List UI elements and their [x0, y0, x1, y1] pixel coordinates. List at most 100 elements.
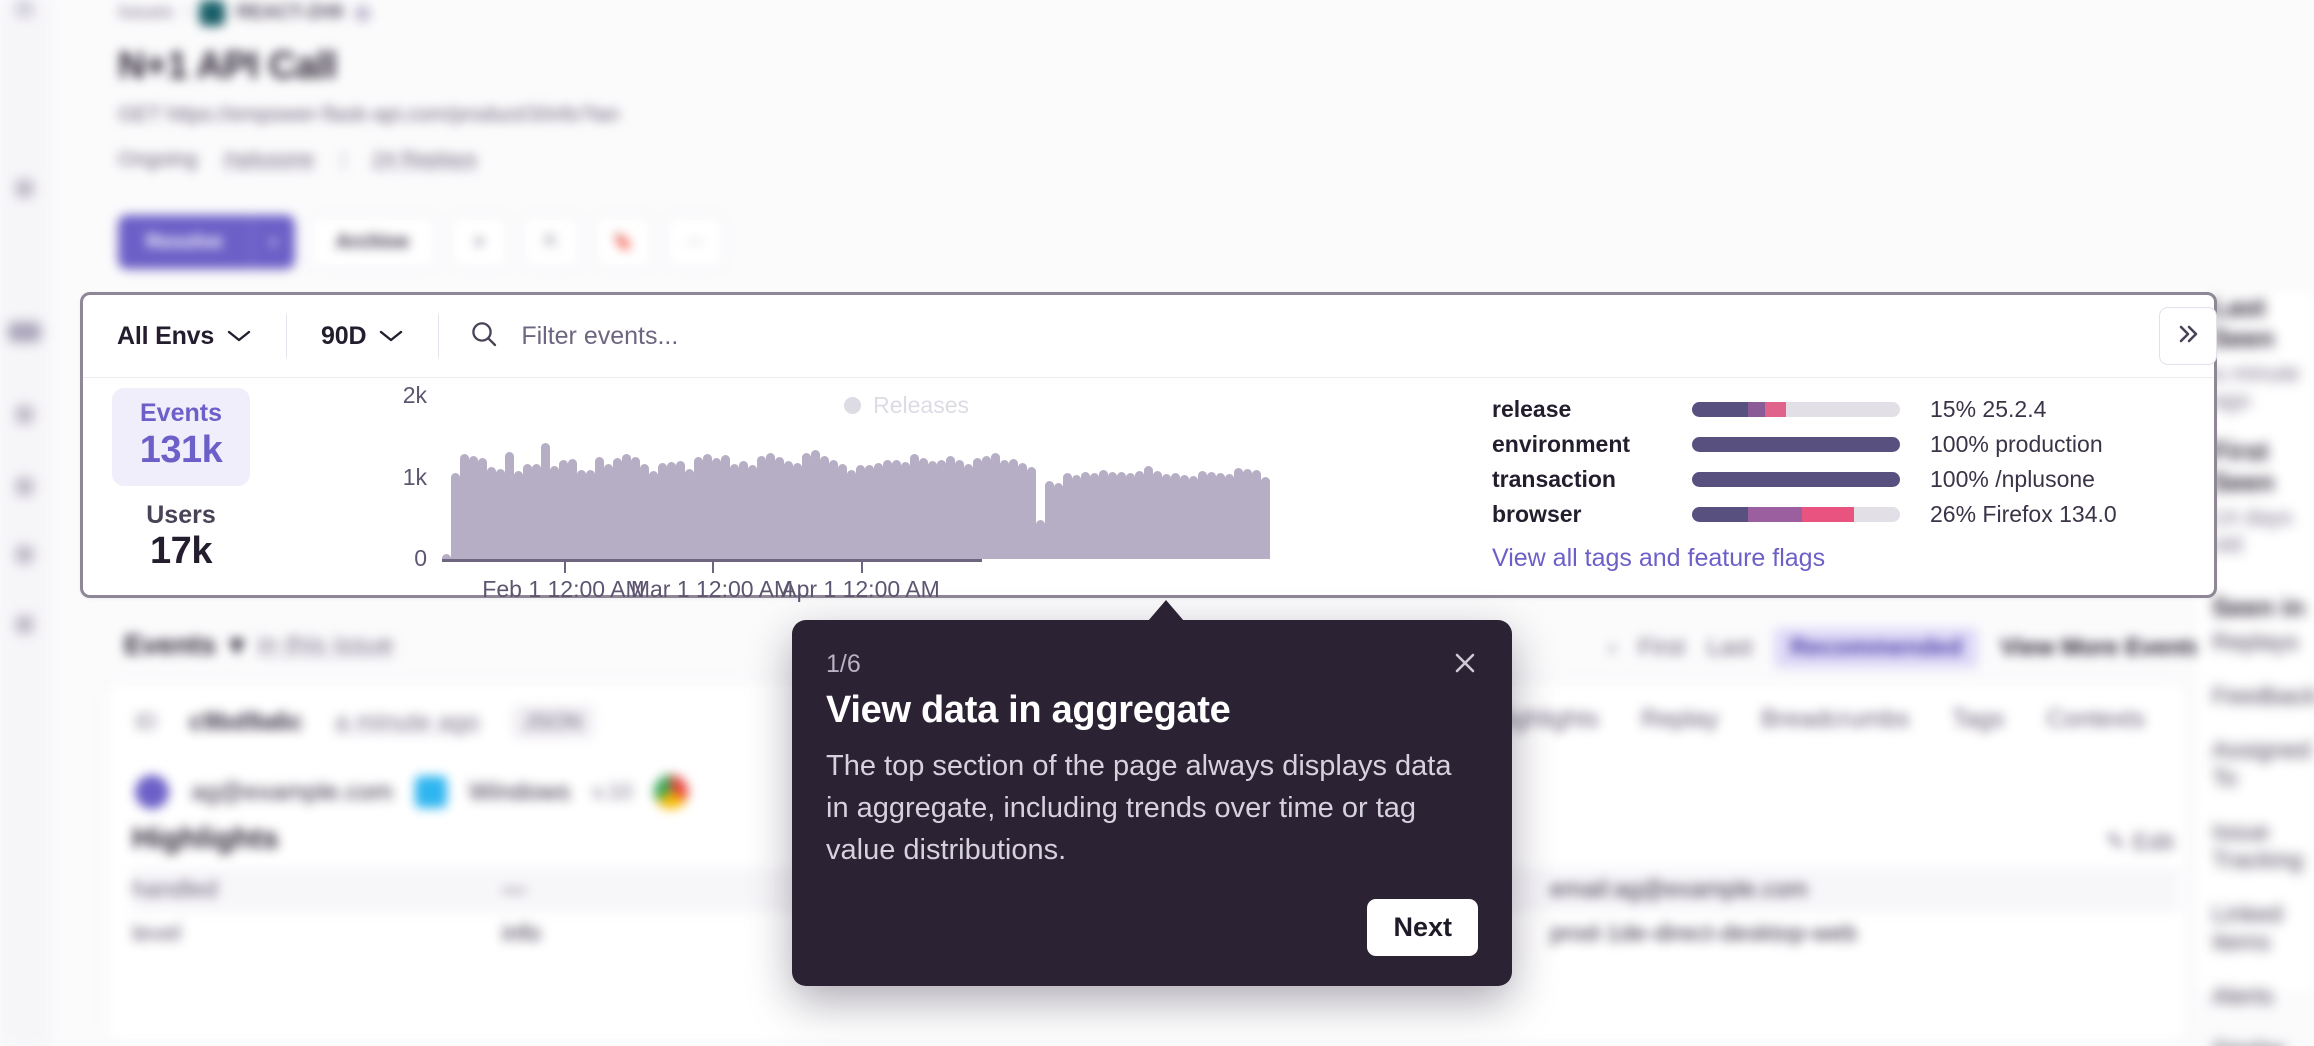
chart-bar-slot[interactable]	[613, 396, 622, 559]
rail-icon-2[interactable]	[16, 180, 33, 197]
chevron-down-icon[interactable]: ▾	[229, 629, 244, 660]
nav-last-button[interactable]: Last	[1706, 634, 1753, 661]
chart-bar-slot[interactable]	[865, 396, 874, 559]
chart-bar-slot[interactable]	[874, 396, 883, 559]
event-tab[interactable]: Breadcrumbs	[1760, 705, 1910, 733]
chart-bar-slot[interactable]	[487, 396, 496, 559]
chart-bar-slot[interactable]	[523, 396, 532, 559]
nav-first-button[interactable]: First	[1638, 634, 1685, 661]
chart-bar-slot[interactable]	[757, 396, 766, 559]
chart-bar-slot[interactable]	[973, 396, 982, 559]
chart-bar-slot[interactable]	[964, 396, 973, 559]
close-icon[interactable]	[1448, 646, 1482, 680]
chart-bar-slot[interactable]	[1189, 396, 1198, 559]
chart-bar-slot[interactable]	[1126, 396, 1135, 559]
chart-bar-slot[interactable]	[514, 396, 523, 559]
tag-distribution-bar[interactable]	[1692, 402, 1900, 417]
chart-bar-slot[interactable]	[685, 396, 694, 559]
chevron-down-icon[interactable]: ▾	[269, 233, 277, 250]
tag-distribution-bar[interactable]	[1692, 437, 1900, 452]
archive-dropdown-button[interactable]: ▾	[450, 215, 509, 269]
tag-row[interactable]: browser 26% Firefox 134.0	[1492, 497, 2214, 532]
archive-button[interactable]: Archive	[308, 215, 437, 269]
chart-bar-slot[interactable]	[631, 396, 640, 559]
chart-bar-slot[interactable]	[1180, 396, 1189, 559]
sidebar-item-feedback[interactable]: Feedback	[2212, 683, 2314, 710]
chart-bar-slot[interactable]	[775, 396, 784, 559]
chart-bar-slot[interactable]	[730, 396, 739, 559]
highlights-edit-button[interactable]: ✎ Edit	[2106, 828, 2174, 857]
event-id[interactable]: c9bd9a6c	[189, 707, 303, 736]
issue-source-link[interactable]: /nplusone	[223, 148, 315, 171]
time-period-selector[interactable]: 90D	[287, 295, 438, 378]
event-json-badge[interactable]: JSON	[511, 705, 595, 739]
sidebar-item-replays[interactable]: Replays	[2212, 629, 2299, 656]
bookmark-button[interactable]: 🔖	[594, 215, 653, 269]
sidebar-item-linked-items[interactable]: Linked Items	[2212, 901, 2283, 956]
chart-bar-slot[interactable]	[1063, 396, 1072, 559]
events-scope-link[interactable]: in this issue	[257, 629, 394, 659]
chart-bar-slot[interactable]	[676, 396, 685, 559]
chart-bar-slot[interactable]	[694, 396, 703, 559]
chevron-left-icon[interactable]: ‹	[1608, 634, 1617, 661]
chart-bar-slot[interactable]	[703, 396, 712, 559]
chart-bar-slot[interactable]	[550, 396, 559, 559]
chart-bar-slot[interactable]	[559, 396, 568, 559]
chart-bar-slot[interactable]	[460, 396, 469, 559]
resolve-button[interactable]: Resolve ▾	[118, 215, 295, 269]
tag-row[interactable]: release 15% 25.2.4	[1492, 392, 2214, 427]
chart-bar-slot[interactable]	[928, 396, 937, 559]
chart-bar-slot[interactable]	[1135, 396, 1144, 559]
chart-bar-slot[interactable]	[1198, 396, 1207, 559]
issue-replays-link[interactable]: 24 Replays	[371, 148, 478, 171]
chart-bar-slot[interactable]	[496, 396, 505, 559]
rail-icon-7[interactable]	[16, 616, 33, 633]
chart-bar-slot[interactable]	[1054, 396, 1063, 559]
chart-bar-slot[interactable]	[622, 396, 631, 559]
event-user-email[interactable]: ag@example.com	[191, 777, 393, 806]
event-tab[interactable]: Tags	[1951, 705, 2005, 733]
chart-bar-slot[interactable]	[766, 396, 775, 559]
chart-bar-slot[interactable]	[604, 396, 613, 559]
chart-bar-slot[interactable]	[892, 396, 901, 559]
breadcrumb-project-name[interactable]: REACT-ZH9	[236, 2, 343, 23]
chart-bar-slot[interactable]	[982, 396, 991, 559]
rail-icon-5[interactable]	[16, 478, 33, 495]
chart-bar-slot[interactable]	[1225, 396, 1234, 559]
chart-bar-slot[interactable]	[784, 396, 793, 559]
chart-bar-slot[interactable]	[1216, 396, 1225, 559]
chart-bar-slot[interactable]	[820, 396, 829, 559]
chart-bar-slot[interactable]	[991, 396, 1000, 559]
chart-bar-slot[interactable]	[586, 396, 595, 559]
chart-bar-slot[interactable]	[649, 396, 658, 559]
chart-bar-slot[interactable]	[1117, 396, 1126, 559]
environment-selector[interactable]: All Envs	[83, 295, 286, 378]
chart-bar-slot[interactable]	[1045, 396, 1054, 559]
view-more-events-button[interactable]: View More Events	[2000, 634, 2204, 661]
chart-bar-slot[interactable]	[541, 396, 550, 559]
chart-bar-slot[interactable]	[883, 396, 892, 559]
chart-bar-slot[interactable]	[451, 396, 460, 559]
expand-panel-button[interactable]	[2159, 307, 2217, 365]
chart-bar-slot[interactable]	[748, 396, 757, 559]
chart-bar-slot[interactable]	[568, 396, 577, 559]
chart-bar-slot[interactable]	[1099, 396, 1108, 559]
chart-bar-slot[interactable]	[793, 396, 802, 559]
rail-icon-4[interactable]	[16, 406, 33, 423]
sidebar-item-similar-issues[interactable]: Similar Issues	[2212, 1037, 2314, 1046]
chart-bar-slot[interactable]	[1153, 396, 1162, 559]
chart-bar-slot[interactable]	[667, 396, 676, 559]
tag-distribution-bar[interactable]	[1692, 472, 1900, 487]
chart-bar-slot[interactable]	[919, 396, 928, 559]
rail-icon-1[interactable]	[16, 0, 33, 17]
chart-bar-slot[interactable]	[838, 396, 847, 559]
chart-bar-slot[interactable]	[1234, 396, 1243, 559]
chart-bar-slot[interactable]	[1252, 396, 1261, 559]
event-tab[interactable]: Contexts	[2046, 705, 2145, 733]
chart-bar-slot[interactable]	[1027, 396, 1036, 559]
chart-bar-slot[interactable]	[802, 396, 811, 559]
view-all-tags-link[interactable]: View all tags and feature flags	[1492, 544, 1826, 572]
chart-bar-slot[interactable]	[442, 396, 451, 559]
chart-bar-slot[interactable]	[739, 396, 748, 559]
rail-icon-6[interactable]	[16, 546, 33, 563]
